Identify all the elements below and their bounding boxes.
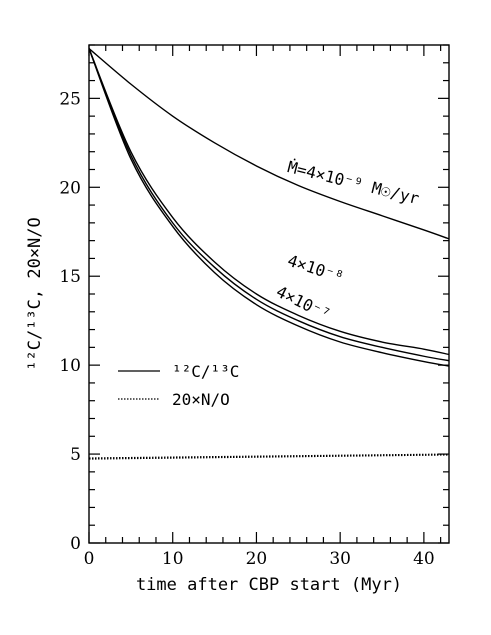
x-tick-label: 40 [413, 549, 435, 569]
x-tick-label: 0 [84, 549, 95, 569]
annotation-4e-8: 4×10⁻⁸ [285, 251, 346, 287]
legend: ¹²C/¹³C 20×N/O [118, 362, 239, 409]
y-axis-title: ¹²C/¹³C, 20×N/O [25, 217, 45, 371]
series-layer [89, 48, 449, 460]
y-tick-label: 10 [59, 356, 81, 376]
series-line-4 [89, 453, 449, 459]
x-tick-label: 30 [329, 549, 351, 569]
legend-label-12c13c: ¹²C/¹³C [172, 362, 239, 381]
plot-frame [88, 44, 450, 544]
series-line-0 [89, 48, 449, 240]
y-tick-label: 20 [59, 178, 81, 198]
y-tick-label: 25 [59, 89, 81, 109]
series-line-1 [89, 48, 449, 356]
legend-label-no: 20×N/O [172, 390, 230, 409]
series-line-3 [89, 48, 449, 362]
curve-annotations: Ṁ=4×10⁻⁹ M☉/yr 4×10⁻⁸ 4×10⁻⁷ [273, 157, 421, 324]
x-tick-label: 10 [162, 549, 184, 569]
series-line-2 [89, 48, 449, 367]
annotation-mdot-4e-9: Ṁ=4×10⁻⁹ M☉/yr [286, 157, 422, 208]
x-axis-title: time after CBP start (Myr) [136, 575, 402, 595]
series-line-5 [89, 454, 449, 460]
ticks-layer [88, 44, 449, 544]
x-tick-label: 20 [246, 549, 268, 569]
y-tick-label: 15 [59, 267, 81, 287]
y-tick-label: 5 [70, 445, 81, 465]
tick-labels: 0 10 20 30 40 0 5 10 15 20 25 [59, 89, 434, 569]
y-tick-label: 0 [70, 534, 81, 554]
